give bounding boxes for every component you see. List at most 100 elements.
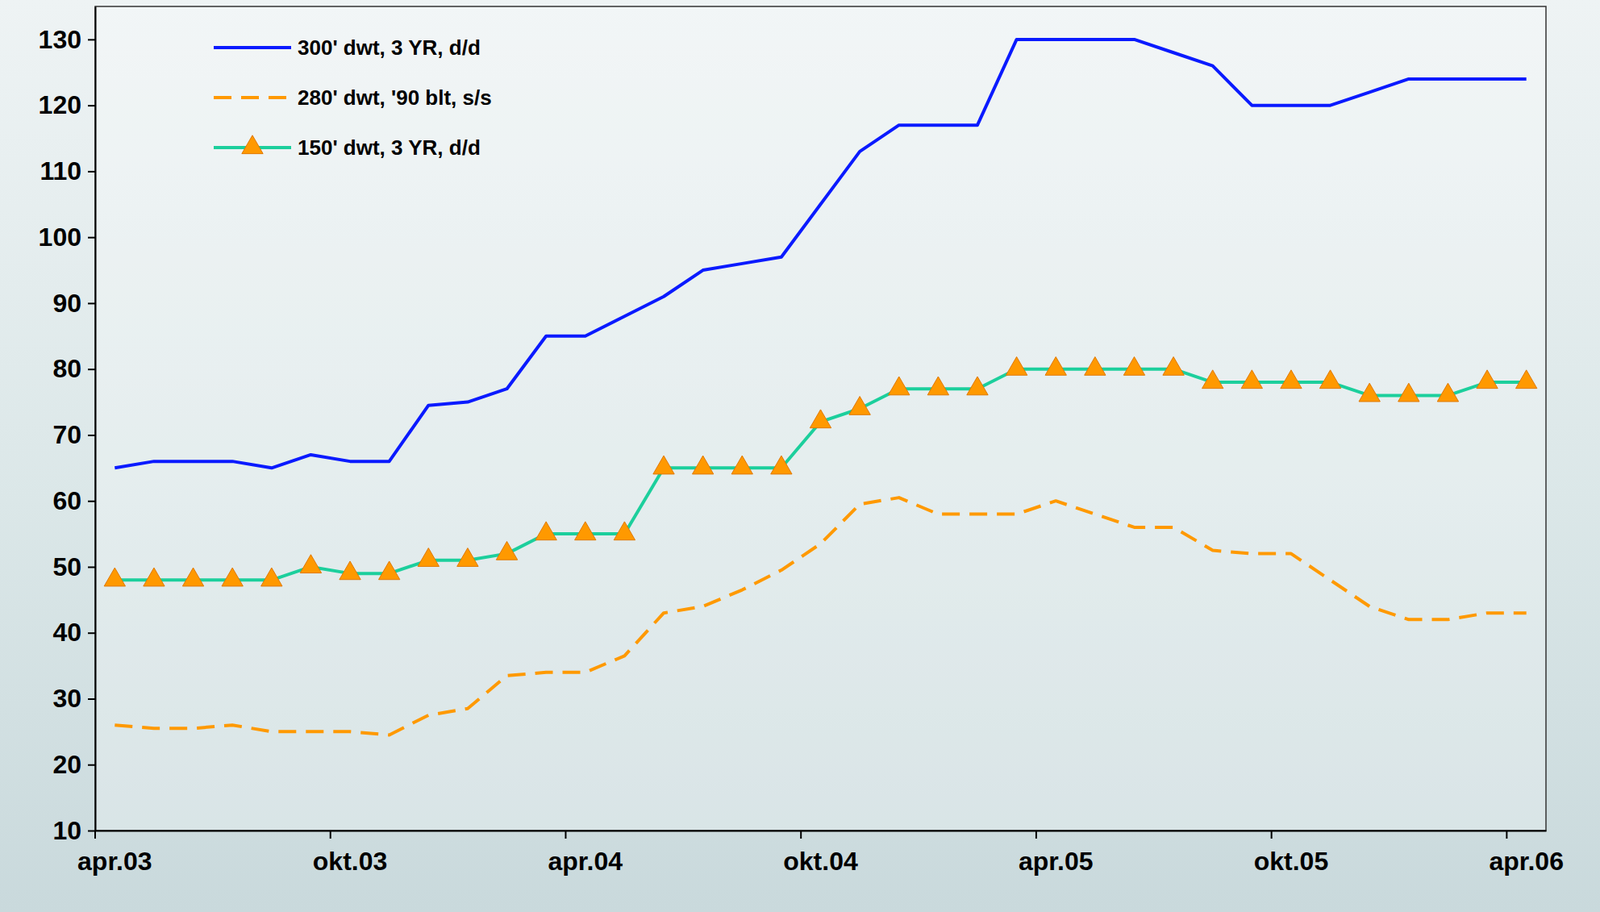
series-marker: [1123, 356, 1145, 375]
y-tick-label: 60: [52, 486, 82, 516]
x-tick-mark: [1505, 830, 1508, 839]
series-marker: [691, 455, 713, 475]
plot-area: [104, 39, 1538, 736]
x-tick-mark: [329, 830, 332, 839]
series-marker: [104, 567, 125, 587]
y-tick-mark: [87, 830, 96, 833]
y-tick-label: 10: [52, 816, 82, 846]
y-tick-label: 110: [39, 156, 82, 186]
x-tick-mark: [1035, 830, 1038, 839]
series-line: [114, 497, 1526, 735]
y-tick-mark: [87, 104, 96, 107]
series-marker: [1280, 370, 1302, 389]
x-tick: apr.05: [1018, 830, 1094, 876]
series-marker: [1476, 370, 1498, 389]
x-tick: apr.03: [77, 830, 153, 876]
legend-label: 280' dwt, '90 blt, s/s: [297, 85, 492, 110]
series-marker: [417, 548, 439, 567]
series-marker: [457, 548, 479, 567]
x-axis: apr.03 okt.03 apr.04 okt.04 apr.05 okt.05 apr.…: [77, 830, 1564, 876]
y-tick-label: 80: [52, 354, 82, 384]
legend-swatch: [213, 95, 292, 100]
x-tick-label: apr.03: [77, 846, 153, 876]
y-tick: 50: [52, 552, 96, 582]
y-tick: 40: [52, 617, 96, 647]
x-tick: apr.06: [1488, 830, 1564, 876]
y-tick-mark: [87, 38, 96, 41]
x-tick-mark: [564, 830, 567, 839]
plot-frame: [95, 6, 1546, 831]
x-axis-line: [95, 830, 1547, 833]
series-marker: [339, 561, 361, 580]
y-tick: 130: [38, 25, 96, 55]
series-marker: [261, 567, 283, 587]
series-marker: [770, 455, 792, 475]
y-tick: 20: [52, 750, 96, 780]
y-tick: 10: [52, 816, 96, 846]
y-tick: 110: [39, 156, 96, 186]
chart: 10 20 30 40 50 60 70 80 90 100 110 120 130 apr.03 okt.…: [0, 0, 1600, 912]
x-tick-label: apr.05: [1018, 846, 1094, 876]
x-tick-label: apr.06: [1488, 846, 1564, 876]
y-tick: 120: [38, 90, 96, 120]
background: [0, 0, 1600, 912]
y-tick-label: 70: [52, 420, 82, 450]
y-tick-mark: [87, 566, 96, 568]
series-marker: [613, 521, 635, 541]
series-marker: [809, 409, 831, 429]
series-marker: [495, 541, 517, 560]
y-tick: 30: [52, 683, 96, 713]
series-marker: [1045, 356, 1067, 375]
x-tick-mark: [1270, 830, 1273, 839]
series-marker: [731, 455, 753, 475]
series-line: [114, 39, 1526, 468]
y-axis: 10 20 30 40 50 60 70 80 90 100 110 120 130: [38, 7, 96, 846]
series-marker: [1162, 356, 1184, 375]
y-tick-mark: [87, 170, 96, 173]
series-marker: [927, 376, 949, 396]
series-marker: [1358, 383, 1380, 402]
y-tick-mark: [87, 434, 96, 437]
x-tick-mark: [94, 830, 96, 839]
series-marker: [1241, 370, 1263, 389]
series-marker: [1202, 370, 1224, 389]
series-marker: [1516, 370, 1538, 389]
y-tick-mark: [87, 302, 96, 305]
y-tick-label: 40: [52, 617, 82, 647]
y-tick-label: 130: [38, 25, 82, 55]
y-tick-label: 20: [52, 750, 82, 780]
legend-label: 150' dwt, 3 YR, d/d: [297, 135, 481, 160]
series-marker: [966, 376, 988, 396]
x-tick-mark: [800, 830, 802, 839]
y-tick-label: 50: [52, 552, 82, 582]
y-tick: 100: [38, 222, 96, 252]
legend-swatch: [213, 45, 292, 50]
y-tick-mark: [87, 237, 96, 239]
x-tick: apr.04: [548, 830, 624, 876]
series-marker: [379, 561, 400, 580]
legend: 300' dwt, 3 YR, d/d 280' dwt, '90 blt, s/…: [213, 35, 492, 160]
x-tick: okt.05: [1254, 830, 1329, 876]
y-tick-mark: [87, 632, 96, 634]
series-marker: [535, 521, 557, 541]
y-axis-line: [95, 7, 97, 832]
x-tick-label: okt.03: [312, 846, 388, 876]
y-tick-mark: [87, 500, 96, 503]
legend-label: 300' dwt, 3 YR, d/d: [297, 35, 481, 60]
series-marker: [1005, 356, 1027, 375]
y-tick-mark: [87, 698, 96, 700]
x-tick-label: okt.04: [783, 846, 859, 876]
x-tick: okt.04: [783, 830, 859, 876]
series-marker: [575, 521, 596, 541]
x-tick-label: apr.04: [548, 846, 624, 876]
series-line: [114, 369, 1526, 581]
y-tick-mark: [87, 368, 96, 371]
series-marker: [1398, 383, 1420, 402]
series-marker: [143, 567, 165, 587]
y-tick-label: 100: [38, 222, 82, 252]
series-marker: [300, 554, 321, 574]
y-tick-label: 90: [52, 288, 82, 318]
y-tick: 80: [52, 354, 96, 384]
series-marker: [182, 567, 204, 587]
series-marker: [1084, 356, 1106, 375]
